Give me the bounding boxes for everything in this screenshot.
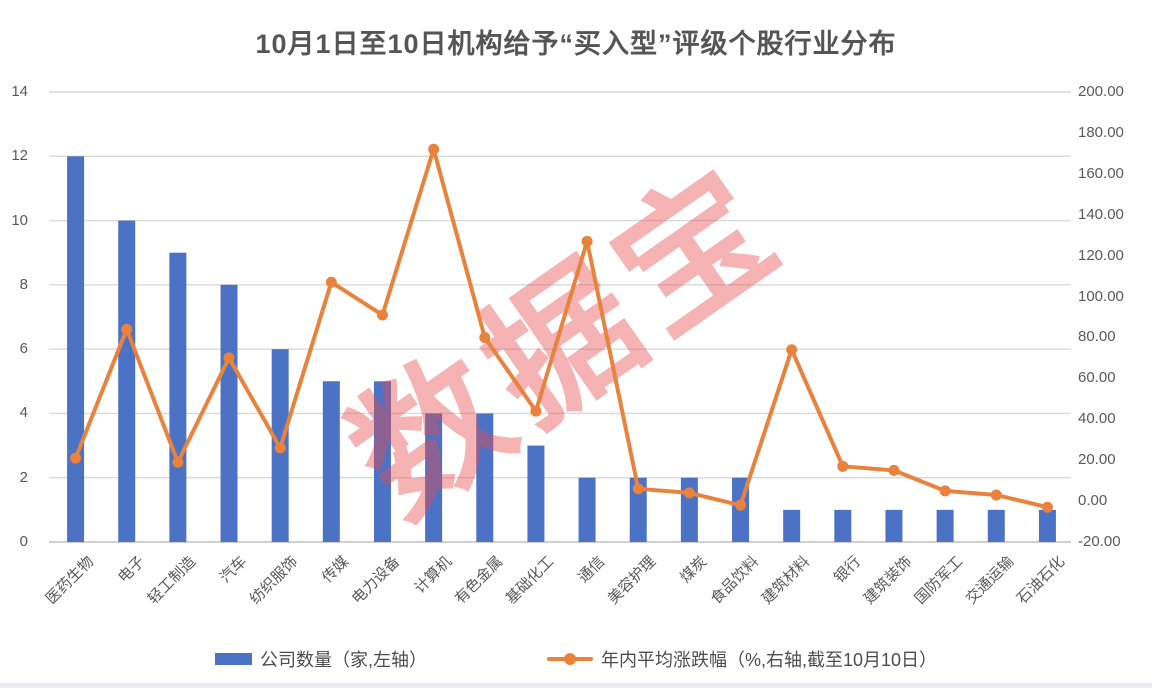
line-point-建筑装饰 (888, 464, 900, 476)
line-point-汽车 (223, 352, 235, 364)
line-point-计算机 (428, 143, 440, 155)
chart-title: 10月1日至10日机构给予“买入型”评级个股行业分布 (255, 29, 897, 59)
legend-item-bars: 公司数量（家,左轴） (214, 646, 427, 672)
left-axis-tick-10: 10 (11, 211, 28, 229)
right-axis-tick--20.00: -20.00 (1078, 533, 1121, 550)
line-series-path (73, 147, 1050, 510)
bar-交通运输 (987, 509, 1005, 542)
bar-电子 (118, 220, 136, 543)
line-point-轻工制造 (172, 456, 184, 468)
line-point-银行 (837, 460, 849, 472)
left-axis-tick-8: 8 (19, 275, 28, 293)
left-axis-tick-4: 4 (19, 404, 28, 422)
line-point-传媒 (325, 276, 337, 288)
right-axis-tick-180.00: 180.00 (1078, 123, 1124, 141)
line-point-国防军工 (939, 485, 951, 497)
line-point-通信 (581, 235, 593, 247)
line-point-美容护理 (632, 483, 644, 495)
bar-建筑材料 (783, 509, 801, 542)
right-axis-tick-60.00: 60.00 (1078, 369, 1116, 387)
line-point-食品饮料 (735, 499, 747, 511)
line-point-石油石化 (1041, 501, 1053, 513)
bar-银行 (834, 509, 852, 542)
bar-基础化工 (527, 445, 545, 542)
line-swatch-dot (563, 653, 576, 665)
bar-计算机 (425, 413, 443, 542)
bar-国防军工 (936, 509, 954, 542)
line-point-纺织服饰 (274, 442, 286, 454)
left-axis-tick-2: 2 (19, 468, 28, 486)
right-axis-tick-200.00: 200.00 (1078, 83, 1124, 100)
bottom-divider-strip (0, 683, 1152, 688)
left-axis-tick-14: 14 (11, 83, 28, 100)
right-axis-tick-120.00: 120.00 (1078, 246, 1124, 264)
right-axis-tick-100.00: 100.00 (1078, 287, 1124, 305)
right-axis-tick-160.00: 160.00 (1078, 164, 1124, 182)
bar-美容护理 (629, 477, 647, 542)
right-axis-tick-40.00: 40.00 (1078, 410, 1116, 428)
bar-series-label: 公司数量（家,左轴） (259, 650, 427, 670)
right-axis-tick-80.00: 80.00 (1078, 328, 1116, 346)
bar-电力设备 (373, 381, 391, 542)
legend-item-line: 年内平均涨跌幅（%,右轴,截至10月10日） (546, 646, 938, 672)
line-point-煤炭 (683, 487, 695, 499)
bar-轻工制造 (169, 252, 187, 542)
line-series-label: 年内平均涨跌幅（%,右轴,截至10月10日） (600, 650, 938, 670)
bar-石油石化 (1038, 509, 1056, 542)
line-series-swatch (546, 652, 593, 666)
legend: 公司数量（家,左轴） 年内平均涨跌幅（%,右轴,截至10月10日） (0, 646, 1152, 672)
bar-有色金属 (476, 413, 494, 542)
line-point-电子 (121, 323, 133, 335)
line-point-建筑材料 (786, 344, 798, 356)
bar-建筑装饰 (885, 509, 903, 542)
bar-汽车 (220, 284, 238, 542)
right-axis-tick-140.00: 140.00 (1078, 205, 1124, 223)
line-point-交通运输 (990, 489, 1002, 501)
left-axis-tick-6: 6 (19, 340, 28, 358)
bar-通信 (578, 477, 596, 542)
line-point-基础化工 (530, 405, 542, 417)
bar-series-swatch (214, 653, 252, 665)
line-point-电力设备 (376, 309, 388, 321)
left-axis-tick-12: 12 (11, 147, 28, 165)
line-point-医药生物 (70, 452, 82, 464)
line-point-有色金属 (479, 331, 491, 343)
right-axis-tick-0.00: 0.00 (1078, 492, 1108, 510)
right-axis-tick-20.00: 20.00 (1078, 451, 1116, 469)
left-axis-tick-0: 0 (19, 533, 28, 550)
bar-传媒 (322, 381, 340, 542)
